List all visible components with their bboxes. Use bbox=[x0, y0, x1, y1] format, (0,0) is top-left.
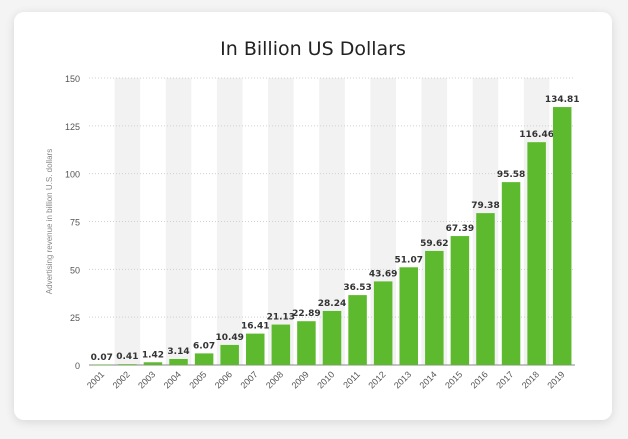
background-band bbox=[216, 78, 243, 365]
x-tick-label: 2010 bbox=[315, 369, 336, 390]
data-label: 28.24 bbox=[318, 299, 346, 309]
x-tick-label: 2002 bbox=[111, 369, 132, 390]
data-label: 0.07 bbox=[91, 353, 113, 363]
data-label: 79.38 bbox=[471, 201, 499, 211]
data-label: 22.89 bbox=[292, 309, 320, 319]
y-tick-label: 0 bbox=[75, 361, 80, 371]
y-tick-label: 100 bbox=[65, 170, 80, 180]
x-tick-label: 2008 bbox=[264, 369, 285, 390]
y-axis-title: Advertising revenue in billion U.S. doll… bbox=[45, 149, 54, 294]
data-label: 6.07 bbox=[193, 341, 215, 351]
data-label: 95.58 bbox=[497, 170, 525, 180]
bar bbox=[425, 250, 444, 365]
data-label: 3.14 bbox=[167, 347, 189, 357]
x-tick-label: 2007 bbox=[238, 369, 259, 390]
x-tick-label: 2014 bbox=[417, 369, 438, 390]
bar bbox=[297, 321, 316, 365]
bar bbox=[246, 333, 265, 365]
x-tick-label: 2015 bbox=[443, 369, 464, 390]
bar bbox=[143, 362, 163, 365]
x-tick-label: 2019 bbox=[545, 369, 566, 390]
bar bbox=[450, 236, 470, 365]
x-tick-label: 2017 bbox=[494, 369, 515, 390]
bar bbox=[271, 324, 291, 365]
bar bbox=[348, 295, 367, 365]
data-label: 67.39 bbox=[446, 224, 474, 234]
x-tick-label: 2011 bbox=[341, 369, 362, 390]
bar bbox=[194, 353, 214, 365]
y-tick-label: 25 bbox=[70, 313, 80, 323]
bar bbox=[92, 364, 112, 366]
data-label: 21.13 bbox=[267, 313, 295, 323]
y-tick-label: 50 bbox=[70, 265, 80, 275]
background-band bbox=[165, 78, 192, 365]
bar bbox=[220, 344, 239, 365]
x-tick-label: 2006 bbox=[213, 369, 234, 390]
x-tick-label: 2018 bbox=[520, 369, 541, 390]
data-label: 36.53 bbox=[343, 283, 371, 293]
x-tick-label: 2003 bbox=[136, 369, 157, 390]
data-label: 10.49 bbox=[215, 333, 243, 343]
bar bbox=[373, 281, 393, 365]
data-label: 51.07 bbox=[395, 255, 423, 265]
y-tick-label: 125 bbox=[65, 122, 80, 132]
data-label: 43.69 bbox=[369, 269, 397, 279]
x-tick-label: 2009 bbox=[290, 369, 311, 390]
y-tick-label: 150 bbox=[65, 74, 80, 84]
x-tick-label: 2001 bbox=[85, 369, 106, 390]
data-label: 59.62 bbox=[420, 239, 448, 249]
bar bbox=[552, 107, 572, 365]
y-tick-label: 75 bbox=[70, 218, 80, 228]
data-label: 1.42 bbox=[142, 350, 164, 360]
data-label: 0.41 bbox=[116, 352, 138, 362]
bar bbox=[399, 267, 418, 365]
background-band bbox=[114, 78, 141, 365]
x-tick-label: 2013 bbox=[392, 369, 413, 390]
x-tick-label: 2004 bbox=[162, 369, 183, 390]
chart-title: In Billion US Dollars bbox=[220, 38, 406, 60]
bar bbox=[118, 364, 137, 365]
x-tick-label: 2016 bbox=[469, 369, 490, 390]
x-tick-label: 2012 bbox=[366, 369, 387, 390]
bar bbox=[476, 213, 495, 365]
bar bbox=[169, 358, 188, 365]
bar bbox=[527, 142, 546, 365]
data-label: 134.81 bbox=[545, 95, 580, 105]
bar bbox=[501, 182, 521, 365]
data-label: 116.46 bbox=[519, 130, 554, 140]
x-tick-label: 2005 bbox=[187, 369, 208, 390]
bar bbox=[322, 310, 342, 365]
data-label: 16.41 bbox=[241, 322, 269, 332]
